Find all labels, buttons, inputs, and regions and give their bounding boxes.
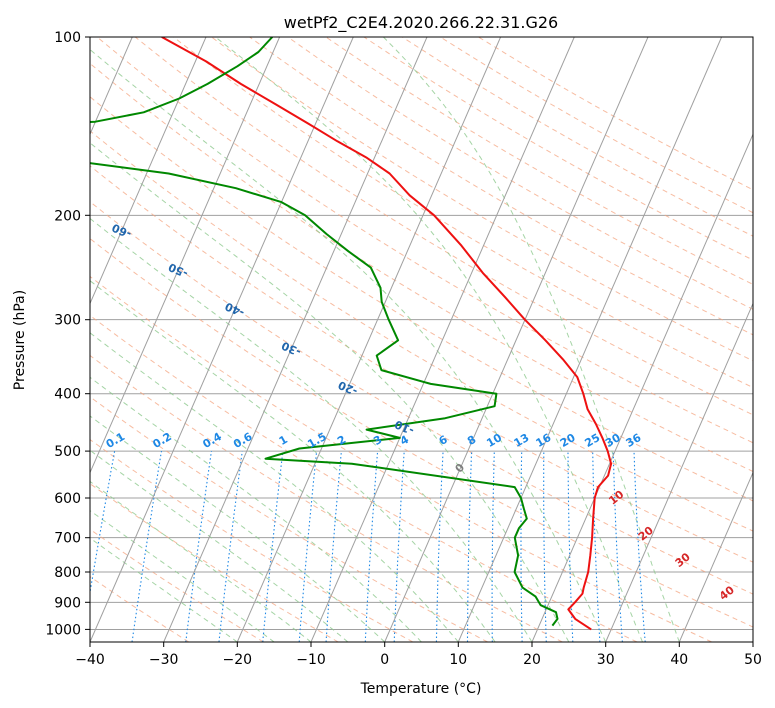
isotherm-line bbox=[236, 37, 502, 642]
dry-adiabat-line bbox=[90, 237, 753, 628]
x-tick-label: −40 bbox=[75, 652, 105, 668]
dry-adiabat-line bbox=[96, 37, 753, 444]
moist-adiabat-line bbox=[90, 332, 459, 642]
dry-adiabat-line bbox=[90, 483, 339, 642]
plot-area: -100-90-80-70-60-50-40-30-20-10010203040… bbox=[90, 37, 753, 642]
dry-adiabat-line bbox=[90, 130, 753, 532]
mixing-ratio-line bbox=[262, 451, 284, 642]
isotherm-line bbox=[90, 37, 281, 474]
dewpoint-profile-line bbox=[90, 37, 559, 627]
x-tick-label: 30 bbox=[597, 652, 615, 668]
moist-adiabat-line bbox=[90, 217, 533, 642]
moist-adiabat-line bbox=[215, 37, 643, 642]
mixing-ratio-line bbox=[298, 451, 318, 642]
moist-adiabat-line bbox=[90, 142, 570, 642]
y-tick-label: 500 bbox=[54, 444, 81, 460]
y-axis: 100 200 300 400 500 600 700 800 900 1000 bbox=[45, 30, 90, 638]
dry-adiabat-line bbox=[287, 37, 753, 310]
y-tick-label: 900 bbox=[54, 595, 81, 611]
dry-adiabat-line bbox=[90, 96, 753, 502]
x-axis: −40 −30 −20 −10 0 10 20 30 40 50 bbox=[75, 642, 762, 668]
isotherm-line bbox=[163, 37, 428, 642]
isotherm-line bbox=[531, 132, 753, 642]
x-tick-label: 50 bbox=[744, 652, 762, 668]
mixing-ratio-line bbox=[185, 451, 213, 642]
y-tick-label: 300 bbox=[54, 313, 81, 329]
x-tick-label: 40 bbox=[670, 652, 688, 668]
dry-adiabat-line bbox=[173, 37, 753, 389]
moist-adiabat-line bbox=[90, 480, 312, 642]
mixing-ratio-line bbox=[325, 451, 342, 642]
moist-adiabat-line bbox=[383, 37, 680, 642]
isotherm-gridlines bbox=[90, 37, 753, 642]
x-tick-label: −20 bbox=[223, 652, 253, 668]
y-axis-title: Pressure (hPa) bbox=[12, 290, 28, 390]
isotherm-line bbox=[457, 37, 723, 642]
chart-title: wetPf2_C2E4.2020.266.22.31.G26 bbox=[284, 13, 558, 33]
x-tick-label: 20 bbox=[523, 652, 541, 668]
x-axis-title: Temperature (°C) bbox=[360, 681, 482, 697]
x-tick-label: −30 bbox=[149, 652, 179, 668]
isotherm-line bbox=[678, 471, 753, 642]
dry-adiabat-line bbox=[249, 37, 753, 336]
x-tick-label: 10 bbox=[449, 652, 467, 668]
y-tick-label: 700 bbox=[54, 531, 81, 547]
y-tick-label: 600 bbox=[54, 491, 81, 507]
dry-adiabat-line bbox=[90, 201, 753, 595]
dry-adiabat-line bbox=[90, 275, 712, 642]
temperature-profile-line bbox=[161, 37, 613, 631]
dry-adiabat-line bbox=[90, 396, 488, 642]
moist-adiabat-line bbox=[90, 48, 607, 642]
isotherm-line bbox=[605, 302, 753, 642]
plot-frame bbox=[89, 36, 754, 643]
mixing-ratio-line bbox=[218, 451, 243, 642]
y-tick-label: 400 bbox=[54, 387, 81, 403]
dry-adiabat-line bbox=[90, 314, 638, 642]
x-tick-label: 0 bbox=[380, 652, 389, 668]
moist-adiabat-line bbox=[90, 449, 349, 642]
moist-adiabat-line bbox=[90, 537, 238, 642]
profile-series bbox=[90, 37, 613, 631]
isotherm-line bbox=[384, 37, 649, 642]
y-tick-label: 800 bbox=[54, 565, 81, 581]
y-tick-label: 200 bbox=[54, 208, 81, 224]
isotherm-line bbox=[310, 37, 575, 642]
x-tick-label: −10 bbox=[296, 652, 326, 668]
moist-adiabats bbox=[90, 37, 680, 642]
dry-adiabat-line bbox=[90, 354, 563, 642]
y-tick-label: 100 bbox=[54, 30, 81, 46]
y-tick-label: 1000 bbox=[45, 622, 81, 638]
moist-adiabat-line bbox=[90, 280, 496, 642]
isotherm-line bbox=[90, 37, 207, 305]
moist-adiabat-line bbox=[90, 415, 386, 642]
isotherm-line bbox=[90, 37, 354, 642]
